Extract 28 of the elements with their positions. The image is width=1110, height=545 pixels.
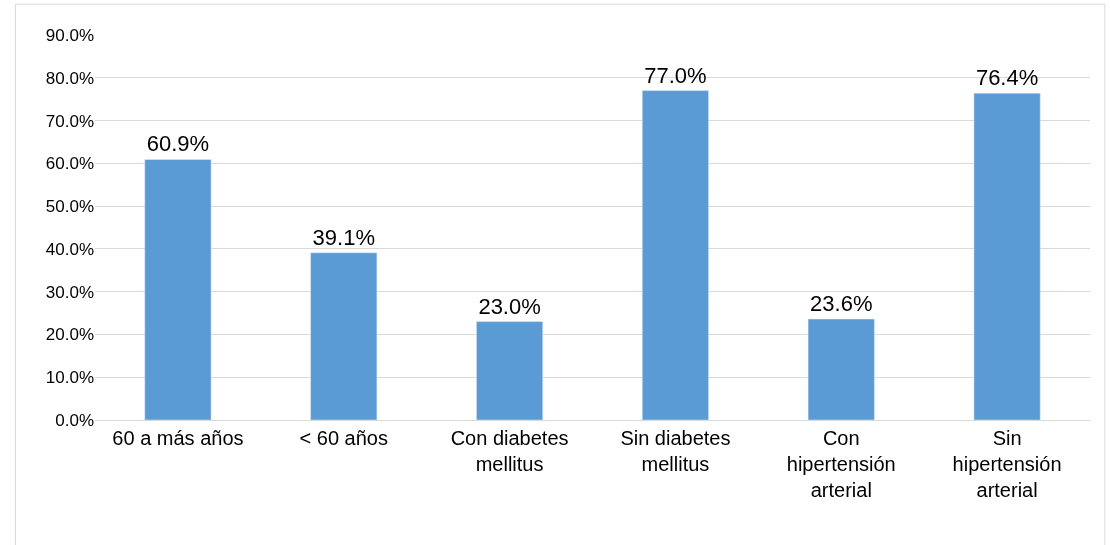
bar (973, 92, 1041, 420)
x-tick-label: Con diabetes mellitus (450, 427, 569, 475)
x-tick-label: Con hipertensión arterial (786, 427, 896, 501)
data-label: 77.0% (644, 62, 707, 88)
y-tick-label: 80.0% (45, 68, 94, 88)
y-tick-label: 20.0% (45, 325, 94, 345)
x-tick-label: Sin hipertensión arterial (952, 427, 1062, 501)
y-tick-label: 60.0% (45, 154, 94, 174)
y-tick-label: 30.0% (45, 282, 94, 302)
y-tick-label: 50.0% (45, 197, 94, 217)
y-tick-label: 0.0% (55, 410, 94, 430)
data-label: 23.0% (478, 293, 541, 319)
x-tick-label: 60 a más años (112, 427, 244, 449)
bar (476, 321, 543, 420)
y-tick-label: 40.0% (45, 239, 94, 259)
y-tick-label: 10.0% (45, 368, 94, 388)
x-tick-label: < 60 años (299, 427, 388, 449)
bar (144, 159, 212, 420)
data-label: 23.6% (810, 291, 873, 317)
bar (807, 318, 875, 420)
data-label: 76.4% (975, 65, 1039, 91)
y-tick-label: 70.0% (45, 111, 94, 131)
bar (642, 90, 709, 420)
bar (310, 252, 378, 420)
data-label: 60.9% (146, 131, 210, 157)
x-tick-label: Sin diabetes mellitus (620, 427, 731, 475)
y-tick-label: 90.0% (45, 25, 94, 45)
data-label: 39.1% (312, 224, 375, 250)
